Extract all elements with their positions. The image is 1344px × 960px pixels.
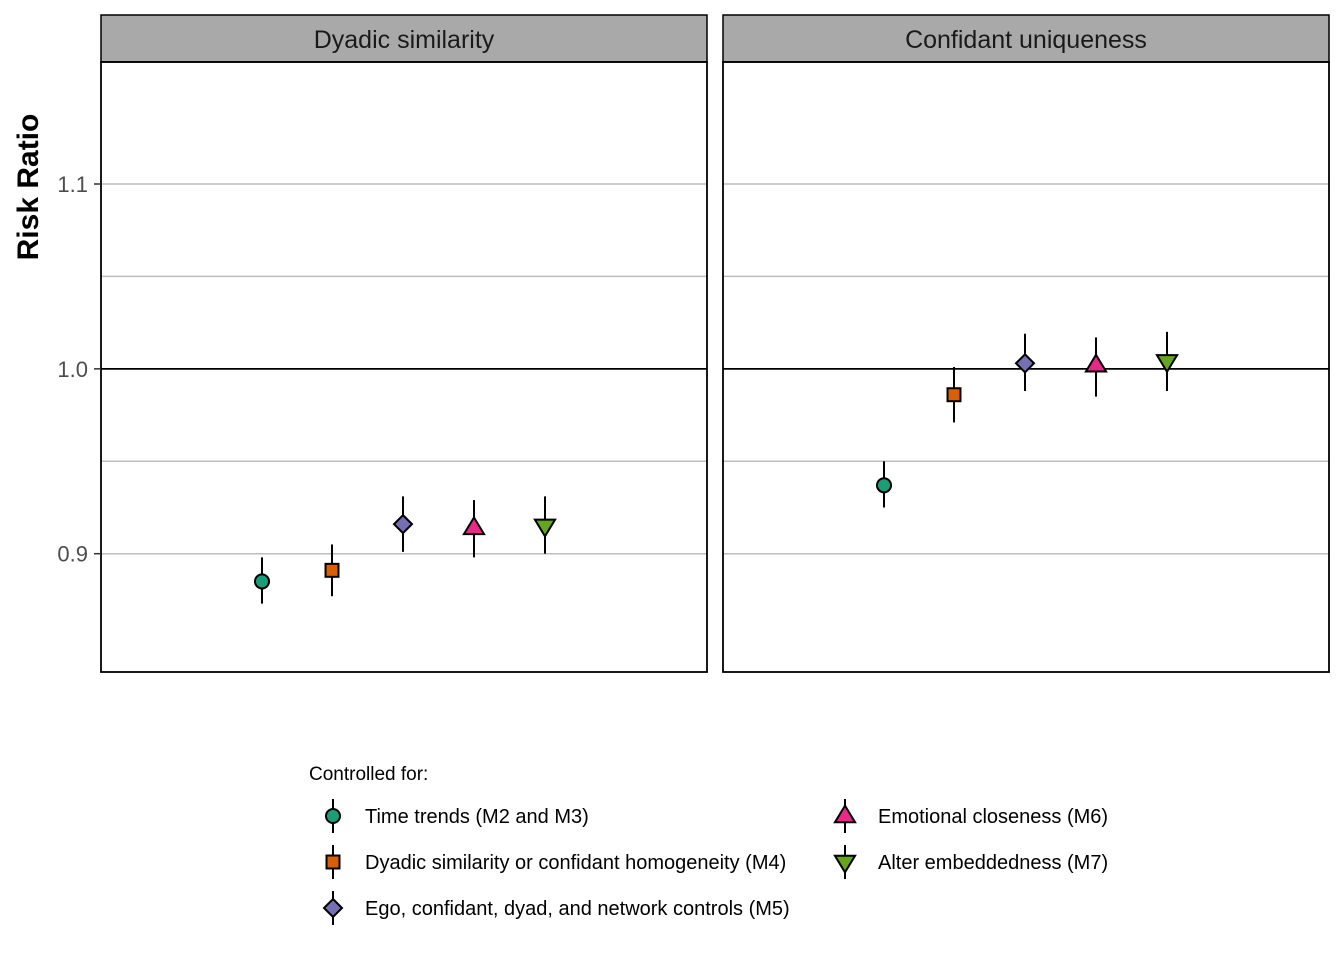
data-point — [392, 513, 414, 535]
y-axis-label: Risk Ratio — [12, 114, 45, 261]
y-tick-label: 1.0 — [57, 357, 88, 382]
legend-label: Time trends (M2 and M3) — [365, 806, 589, 828]
legend-item: Dyadic similarity or confidant homogenei… — [325, 845, 786, 879]
legend-label: Emotional closeness (M6) — [878, 806, 1108, 828]
legend-title: Controlled for: — [309, 764, 428, 785]
data-point — [533, 518, 557, 539]
panel-strip-label: Dyadic similarity — [314, 26, 495, 54]
data-point — [946, 387, 962, 403]
y-tick-label: 0.9 — [57, 542, 88, 567]
data-point — [875, 477, 893, 494]
legend-item: Emotional closeness (M6) — [833, 799, 1108, 833]
panel-border — [722, 61, 1330, 673]
legend-key-marker — [325, 854, 341, 870]
panel-2: Confidant uniqueness — [722, 14, 1330, 673]
data-point — [1014, 352, 1036, 374]
legend-label: Alter embeddedness (M7) — [878, 852, 1108, 874]
legend-item: Time trends (M2 and M3) — [324, 799, 589, 833]
panel-strip-label: Confidant uniqueness — [905, 26, 1147, 54]
legend: Controlled for: Time trends (M2 and M3) D… — [309, 764, 1108, 925]
y-tick-label: 1.1 — [57, 172, 88, 197]
legend-key-marker — [833, 803, 857, 824]
data-point — [462, 515, 486, 536]
facet-panels: Dyadic similarity Confidant uniqueness — [100, 14, 1330, 673]
legend-key-marker — [324, 807, 342, 825]
panel-border — [100, 61, 708, 673]
legend-label: Ego, confidant, dyad, and network contro… — [365, 898, 790, 920]
legend-item: Alter embeddedness (M7) — [833, 845, 1108, 879]
data-point — [1155, 354, 1179, 374]
legend-label: Dyadic similarity or confidant homogenei… — [365, 852, 786, 874]
panel-strip — [722, 14, 1330, 63]
y-axis: 0.9 1.0 1.1 — [57, 172, 101, 567]
data-point — [253, 573, 271, 590]
panel-1: Dyadic similarity — [100, 14, 708, 673]
data-point — [324, 562, 340, 578]
legend-item: Ego, confidant, dyad, and network contro… — [322, 891, 790, 925]
legend-key-marker — [833, 854, 857, 875]
panel-strip — [100, 14, 708, 63]
legend-key-marker — [322, 897, 344, 919]
data-point — [1084, 352, 1108, 373]
